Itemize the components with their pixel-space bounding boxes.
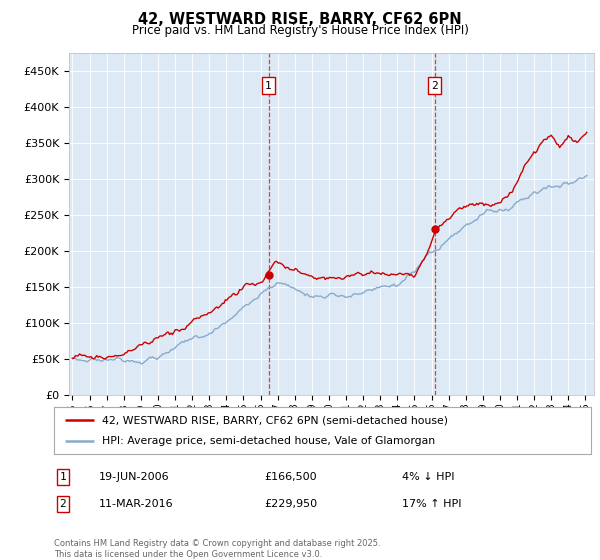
Text: 2: 2 xyxy=(431,81,438,91)
Text: Contains HM Land Registry data © Crown copyright and database right 2025.
This d: Contains HM Land Registry data © Crown c… xyxy=(54,539,380,559)
Text: 42, WESTWARD RISE, BARRY, CF62 6PN: 42, WESTWARD RISE, BARRY, CF62 6PN xyxy=(138,12,462,27)
Text: 11-MAR-2016: 11-MAR-2016 xyxy=(99,499,173,509)
Text: 19-JUN-2006: 19-JUN-2006 xyxy=(99,472,170,482)
Text: 1: 1 xyxy=(265,81,272,91)
Text: 17% ↑ HPI: 17% ↑ HPI xyxy=(402,499,461,509)
Text: Price paid vs. HM Land Registry's House Price Index (HPI): Price paid vs. HM Land Registry's House … xyxy=(131,24,469,36)
Text: £166,500: £166,500 xyxy=(264,472,317,482)
Text: HPI: Average price, semi-detached house, Vale of Glamorgan: HPI: Average price, semi-detached house,… xyxy=(103,436,436,446)
Text: 2: 2 xyxy=(59,499,67,509)
Text: £229,950: £229,950 xyxy=(264,499,317,509)
Text: 42, WESTWARD RISE, BARRY, CF62 6PN (semi-detached house): 42, WESTWARD RISE, BARRY, CF62 6PN (semi… xyxy=(103,415,448,425)
Text: 1: 1 xyxy=(59,472,67,482)
Text: 4% ↓ HPI: 4% ↓ HPI xyxy=(402,472,455,482)
